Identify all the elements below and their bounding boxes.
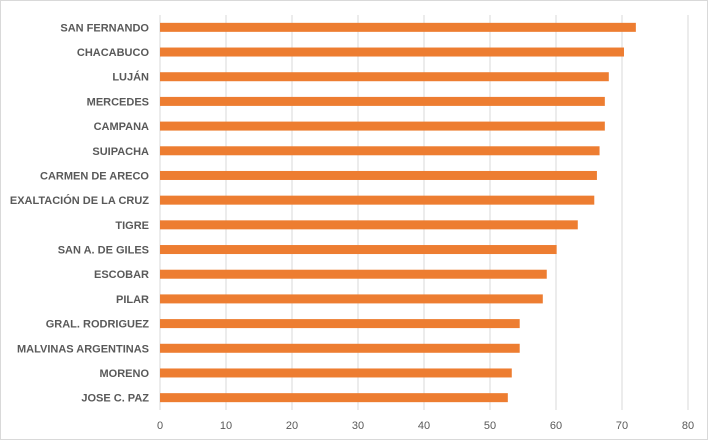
x-tick-labels: 0 10 20 30 40 50 60 70 80	[157, 420, 694, 432]
category-label: CAMPANA	[94, 121, 149, 133]
bar	[160, 319, 520, 329]
category-label: CHACABUCO	[77, 47, 150, 59]
category-label: MORENO	[100, 368, 150, 380]
category-label: GRAL. RODRIGUEZ	[46, 319, 150, 331]
x-tick-label: 30	[352, 420, 364, 432]
x-tick-label: 70	[616, 420, 628, 432]
x-tick-label: 80	[682, 420, 694, 432]
category-label: MALVINAS ARGENTINAS	[17, 343, 149, 355]
bar	[160, 220, 578, 230]
bar	[160, 343, 520, 353]
bar	[160, 195, 595, 205]
category-label: CARMEN DE ARECO	[40, 170, 149, 182]
bar	[160, 245, 557, 255]
x-tick-label: 60	[550, 420, 562, 432]
category-label: PILAR	[116, 294, 149, 306]
x-tick-label: 0	[157, 420, 163, 432]
bar	[160, 294, 543, 304]
category-label: ESCOBAR	[94, 269, 149, 281]
bar	[160, 393, 508, 403]
category-labels: SAN FERNANDO CHACABUCO LUJÁN MERCEDES CAMPAN…	[10, 22, 150, 404]
bar	[160, 47, 624, 57]
x-tick-label: 10	[220, 420, 232, 432]
bar	[160, 72, 609, 82]
bar	[160, 170, 597, 180]
bar	[160, 96, 605, 106]
bar	[160, 121, 605, 131]
category-label: MERCEDES	[87, 96, 149, 108]
x-tick-label: 20	[286, 420, 298, 432]
bars	[160, 22, 636, 403]
category-label: LUJÁN	[112, 71, 149, 84]
bar	[160, 368, 512, 378]
category-label: SUIPACHA	[92, 146, 149, 158]
bar	[160, 269, 547, 279]
x-tick-label: 40	[418, 420, 430, 432]
bar	[160, 146, 600, 156]
category-label: JOSE C. PAZ	[81, 393, 149, 405]
x-tick-label: 50	[484, 420, 496, 432]
bar	[160, 22, 636, 32]
category-label: SAN A. DE GILES	[58, 245, 149, 257]
category-label: SAN FERNANDO	[60, 22, 149, 34]
category-label: TIGRE	[115, 220, 149, 232]
category-label: EXALTACIÓN DE LA CRUZ	[10, 194, 149, 207]
